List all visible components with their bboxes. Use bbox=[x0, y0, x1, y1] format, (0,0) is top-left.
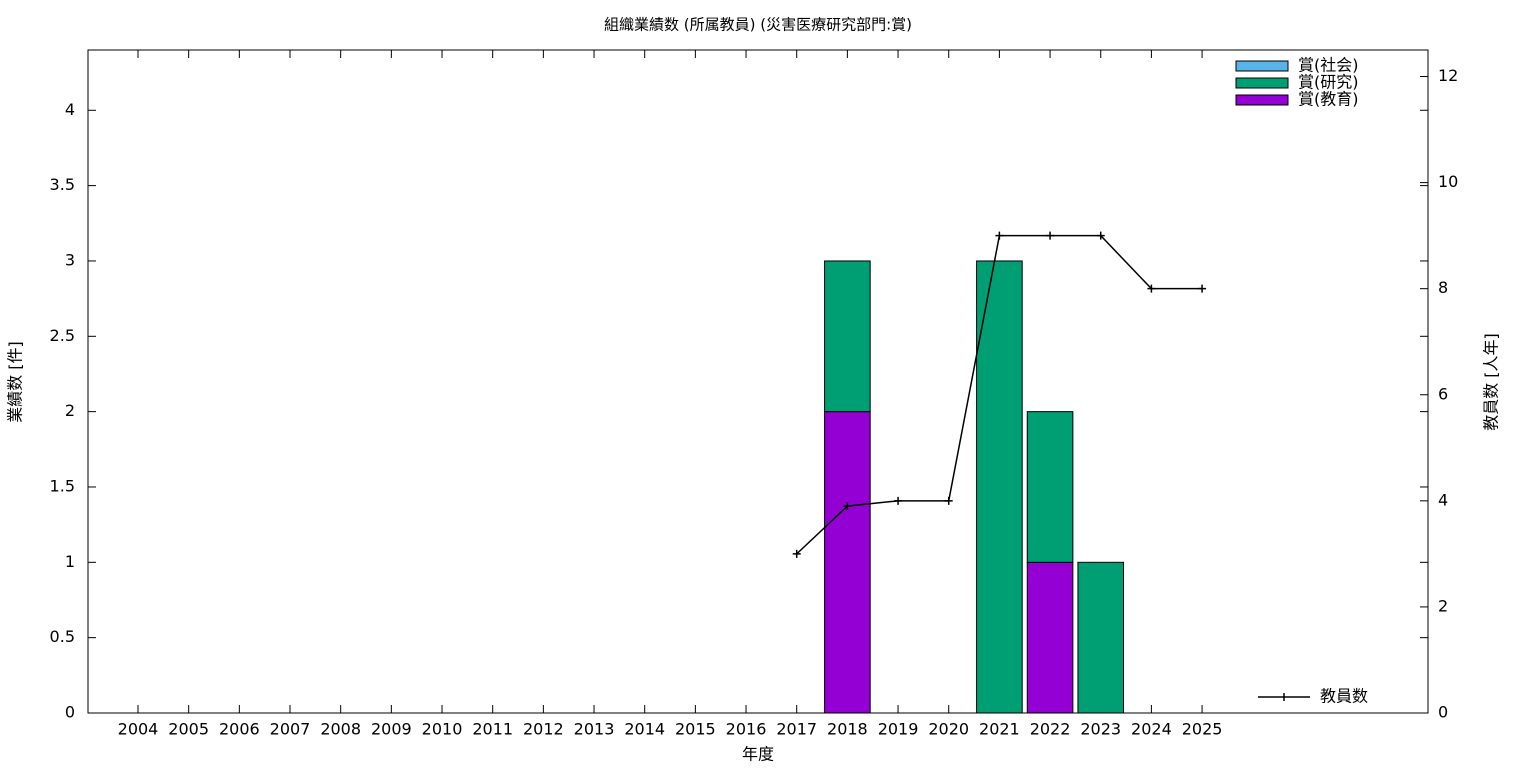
y-tick-label: 2 bbox=[65, 401, 75, 420]
chart-title: 組織業績数 (所属教員) (災害医療研究部門:賞) bbox=[604, 16, 912, 34]
y2-tick-label: 0 bbox=[1438, 703, 1448, 722]
point bbox=[995, 231, 1004, 240]
point bbox=[843, 502, 852, 511]
x-axis-label: 年度 bbox=[742, 745, 774, 764]
point bbox=[894, 496, 903, 505]
y-axis-label: 業績数 [件] bbox=[6, 341, 25, 423]
x-tick-label: 2012 bbox=[523, 720, 564, 739]
x-tick-label: 2023 bbox=[1080, 720, 1121, 739]
legend-line bbox=[1258, 693, 1310, 701]
x-tick-label: 2019 bbox=[878, 720, 919, 739]
point bbox=[944, 496, 953, 505]
x-tick-label: 2008 bbox=[320, 720, 361, 739]
y2-tick-label: 6 bbox=[1438, 384, 1448, 403]
legend-label: 賞(研究) bbox=[1298, 73, 1359, 92]
y-tick-label: 2.5 bbox=[50, 326, 75, 345]
x-tick-label: 2005 bbox=[168, 720, 209, 739]
x-tick-label: 2004 bbox=[118, 720, 159, 739]
y-tick-label: 0 bbox=[65, 703, 75, 722]
bar bbox=[1026, 411, 1074, 563]
y-tick-label: 1 bbox=[65, 552, 75, 571]
bar bbox=[976, 260, 1023, 714]
x-tick-label: 2009 bbox=[371, 720, 412, 739]
point bbox=[792, 549, 801, 558]
bar bbox=[1077, 561, 1125, 714]
y2-tick-label: 4 bbox=[1438, 490, 1448, 509]
legend-swatch bbox=[1235, 77, 1289, 89]
x-tick-label: 2006 bbox=[219, 720, 260, 739]
y-tick-label: 3 bbox=[65, 250, 75, 269]
legend-label: 賞(教育) bbox=[1298, 90, 1359, 109]
x-tick-label: 2011 bbox=[472, 720, 513, 739]
y-tick-label: 3.5 bbox=[50, 175, 75, 194]
legend-swatch bbox=[1235, 94, 1289, 106]
bar bbox=[1026, 561, 1074, 714]
x-tick-label: 2014 bbox=[624, 720, 665, 739]
x-tick-label: 2020 bbox=[928, 720, 969, 739]
y2-tick-label: 8 bbox=[1438, 278, 1448, 297]
point bbox=[1096, 231, 1105, 240]
x-tick-label: 2015 bbox=[675, 720, 716, 739]
y2-tick-label: 10 bbox=[1438, 172, 1458, 191]
x-tick-label: 2025 bbox=[1182, 720, 1223, 739]
x-tick-label: 2016 bbox=[726, 720, 767, 739]
y-tick-label: 1.5 bbox=[50, 476, 75, 495]
y2-axis-label: 教員数 [人年] bbox=[1482, 333, 1501, 431]
bar bbox=[824, 260, 871, 413]
x-tick-label: 2017 bbox=[776, 720, 817, 739]
plot-frame bbox=[87, 49, 1429, 714]
x-tick-label: 2010 bbox=[422, 720, 463, 739]
bar bbox=[824, 411, 871, 714]
y2-tick-label: 12 bbox=[1438, 66, 1458, 85]
x-tick-label: 2013 bbox=[574, 720, 615, 739]
point bbox=[1198, 284, 1207, 293]
y-tick-label: 0.5 bbox=[50, 627, 75, 646]
point bbox=[1147, 284, 1156, 293]
x-tick-label: 2021 bbox=[979, 720, 1020, 739]
legend-label: 教員数 bbox=[1320, 687, 1368, 706]
x-tick-label: 2018 bbox=[827, 720, 868, 739]
legend-label: 賞(社会) bbox=[1298, 56, 1359, 75]
x-tick-label: 2022 bbox=[1030, 720, 1071, 739]
point bbox=[1046, 231, 1055, 240]
x-tick-label: 2024 bbox=[1131, 720, 1172, 739]
legend-swatch bbox=[1235, 60, 1289, 72]
y-tick-label: 4 bbox=[65, 100, 75, 119]
x-tick-label: 2007 bbox=[270, 720, 311, 739]
y2-tick-label: 2 bbox=[1438, 596, 1448, 615]
